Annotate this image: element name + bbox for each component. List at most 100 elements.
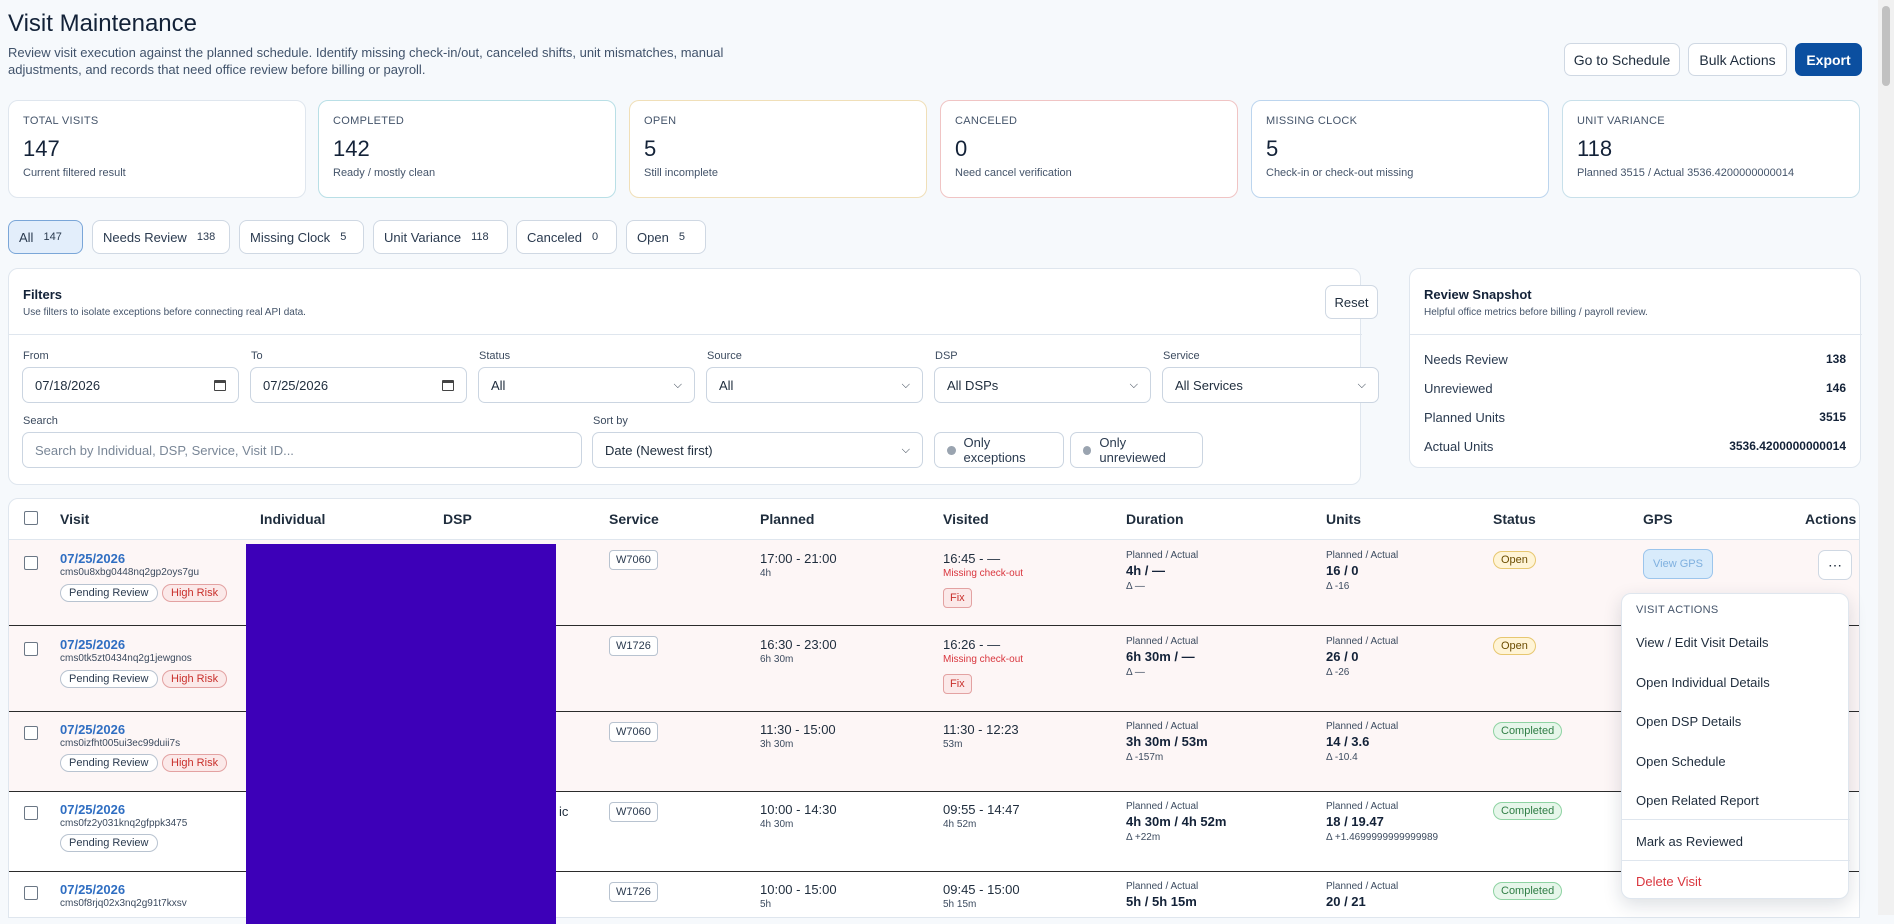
status-select[interactable]: All ⌵ <box>478 367 695 403</box>
menu-item-open-schedule[interactable]: Open Schedule <box>1636 754 1726 769</box>
row-checkbox[interactable] <box>24 806 38 820</box>
menu-item-delete-visit[interactable]: Delete Visit <box>1636 874 1702 889</box>
source-select[interactable]: All ⌵ <box>706 367 923 403</box>
status-badge: Completed <box>1493 882 1563 900</box>
stat-card-completed: COMPLETED 142 Ready / mostly clean <box>318 100 616 198</box>
to-date-input[interactable]: 07/25/2026 <box>250 367 467 403</box>
planned-duration: 6h 30m <box>760 654 794 665</box>
review-badge: Pending Review <box>60 754 158 772</box>
units-value: 14 / 3.6 <box>1326 734 1370 749</box>
vertical-scrollbar[interactable] <box>1878 0 1894 915</box>
duration-label: Planned / Actual <box>1126 881 1199 892</box>
chip-unit-variance[interactable]: Unit Variance 118 <box>373 220 508 254</box>
column-header-status[interactable]: Status <box>1493 511 1536 527</box>
duration-value: 5h / 5h 15m <box>1126 894 1197 909</box>
units-value: 16 / 0 <box>1326 563 1359 578</box>
duration-label: Planned / Actual <box>1126 721 1199 732</box>
visited-note: Missing check-out <box>943 654 1024 665</box>
filters-subtitle: Use filters to isolate exceptions before… <box>23 307 306 318</box>
chip-needs-review[interactable]: Needs Review 138 <box>92 220 230 254</box>
search-input[interactable]: Search by Individual, DSP, Service, Visi… <box>22 432 582 468</box>
column-header-service[interactable]: Service <box>609 511 659 527</box>
divider <box>9 334 1362 335</box>
export-button[interactable]: Export <box>1795 43 1862 76</box>
planned-duration: 3h 30m <box>760 739 794 750</box>
menu-item-open-dsp[interactable]: Open DSP Details <box>1636 714 1742 729</box>
visited-duration: 5h 15m <box>943 899 977 910</box>
visit-actions-menu: VISIT ACTIONS View / Edit Visit Details … <box>1621 593 1850 899</box>
column-header-units[interactable]: Units <box>1326 511 1361 527</box>
snapshot-row-needs-review: Needs Review 138 <box>1424 352 1846 367</box>
row-checkbox[interactable] <box>24 642 38 656</box>
menu-item-view-edit-visit[interactable]: View / Edit Visit Details <box>1636 635 1769 650</box>
duration-delta: Δ — <box>1126 667 1145 678</box>
fix-button[interactable]: Fix <box>943 588 972 608</box>
calendar-icon[interactable] <box>442 379 454 391</box>
only-exceptions-toggle[interactable]: Only exceptions <box>934 432 1064 468</box>
visit-id: cms0fz2y031knq2gfppk3475 <box>60 818 188 829</box>
from-date-input[interactable]: 07/18/2026 <box>22 367 239 403</box>
service-label: Service <box>1163 350 1200 362</box>
fix-button[interactable]: Fix <box>943 674 972 694</box>
row-checkbox[interactable] <box>24 886 38 900</box>
visit-date-link[interactable]: 07/25/2026 <box>60 722 126 737</box>
column-header-dsp[interactable]: DSP <box>443 511 472 527</box>
chevron-down-icon: ⌵ <box>1357 378 1366 391</box>
stat-card-unit-variance: UNIT VARIANCE 118 Planned 3515 / Actual … <box>1562 100 1860 198</box>
dsp-select[interactable]: All DSPs ⌵ <box>934 367 1151 403</box>
column-header-gps[interactable]: GPS <box>1643 511 1673 527</box>
column-header-visit[interactable]: Visit <box>60 511 90 527</box>
review-badge: Pending Review <box>60 834 158 852</box>
column-header-actions[interactable]: Actions <box>1805 511 1857 527</box>
column-header-individual[interactable]: Individual <box>260 511 326 527</box>
bulk-actions-button[interactable]: Bulk Actions <box>1688 43 1787 76</box>
units-label: Planned / Actual <box>1326 801 1399 812</box>
from-label: From <box>23 350 49 362</box>
column-header-duration[interactable]: Duration <box>1126 511 1184 527</box>
units-value: 26 / 0 <box>1326 649 1359 664</box>
more-actions-button[interactable]: ⋯ <box>1818 550 1852 580</box>
menu-item-open-individual[interactable]: Open Individual Details <box>1636 675 1770 690</box>
select-all-checkbox[interactable] <box>24 511 38 525</box>
only-unreviewed-toggle[interactable]: Only unreviewed <box>1070 432 1203 468</box>
redacted-block <box>246 544 556 924</box>
duration-label: Planned / Actual <box>1126 550 1199 561</box>
calendar-icon[interactable] <box>214 379 226 391</box>
duration-value: 4h / — <box>1126 563 1166 578</box>
visit-id: cms0u8xbg0448nq2gp2oys7gu <box>60 567 199 578</box>
toggle-dot-icon <box>1083 445 1092 455</box>
scrollbar-thumb[interactable] <box>1882 6 1890 86</box>
planned-time: 16:30 - 23:00 <box>760 637 837 652</box>
dsp-label: DSP <box>935 350 958 362</box>
service-badge: W1726 <box>609 882 658 902</box>
column-header-visited[interactable]: Visited <box>943 511 989 527</box>
more-horizontal-icon: ⋯ <box>1828 556 1842 573</box>
column-header-planned[interactable]: Planned <box>760 511 815 527</box>
risk-badge: High Risk <box>162 754 228 772</box>
visit-date-link[interactable]: 07/25/2026 <box>60 802 126 817</box>
visited-time: 16:26 - — <box>943 637 1001 652</box>
chip-all[interactable]: All 147 <box>8 220 83 254</box>
stat-card-canceled: CANCELED 0 Need cancel verification <box>940 100 1238 198</box>
reset-button[interactable]: Reset <box>1325 285 1378 319</box>
row-checkbox[interactable] <box>24 556 38 570</box>
go-to-schedule-button[interactable]: Go to Schedule <box>1564 43 1680 76</box>
row-checkbox[interactable] <box>24 726 38 740</box>
units-value: 20 / 21 <box>1326 894 1366 909</box>
menu-item-open-related-report[interactable]: Open Related Report <box>1636 793 1759 808</box>
visit-date-link[interactable]: 07/25/2026 <box>60 882 126 897</box>
sort-select[interactable]: Date (Newest first) ⌵ <box>592 432 923 468</box>
service-badge: W7060 <box>609 802 658 822</box>
chip-canceled[interactable]: Canceled 0 <box>516 220 617 254</box>
chip-missing-clock[interactable]: Missing Clock 5 <box>239 220 364 254</box>
view-gps-button[interactable]: View GPS <box>1643 549 1713 579</box>
menu-item-mark-reviewed[interactable]: Mark as Reviewed <box>1636 834 1743 849</box>
service-select[interactable]: All Services ⌵ <box>1162 367 1379 403</box>
duration-delta: Δ -157m <box>1126 752 1164 763</box>
units-label: Planned / Actual <box>1326 721 1399 732</box>
visit-date-link[interactable]: 07/25/2026 <box>60 637 126 652</box>
visit-date-link[interactable]: 07/25/2026 <box>60 551 126 566</box>
chip-open[interactable]: Open 5 <box>626 220 706 254</box>
duration-value: 4h 30m / 4h 52m <box>1126 814 1227 829</box>
units-delta: Δ -10.4 <box>1326 752 1358 763</box>
